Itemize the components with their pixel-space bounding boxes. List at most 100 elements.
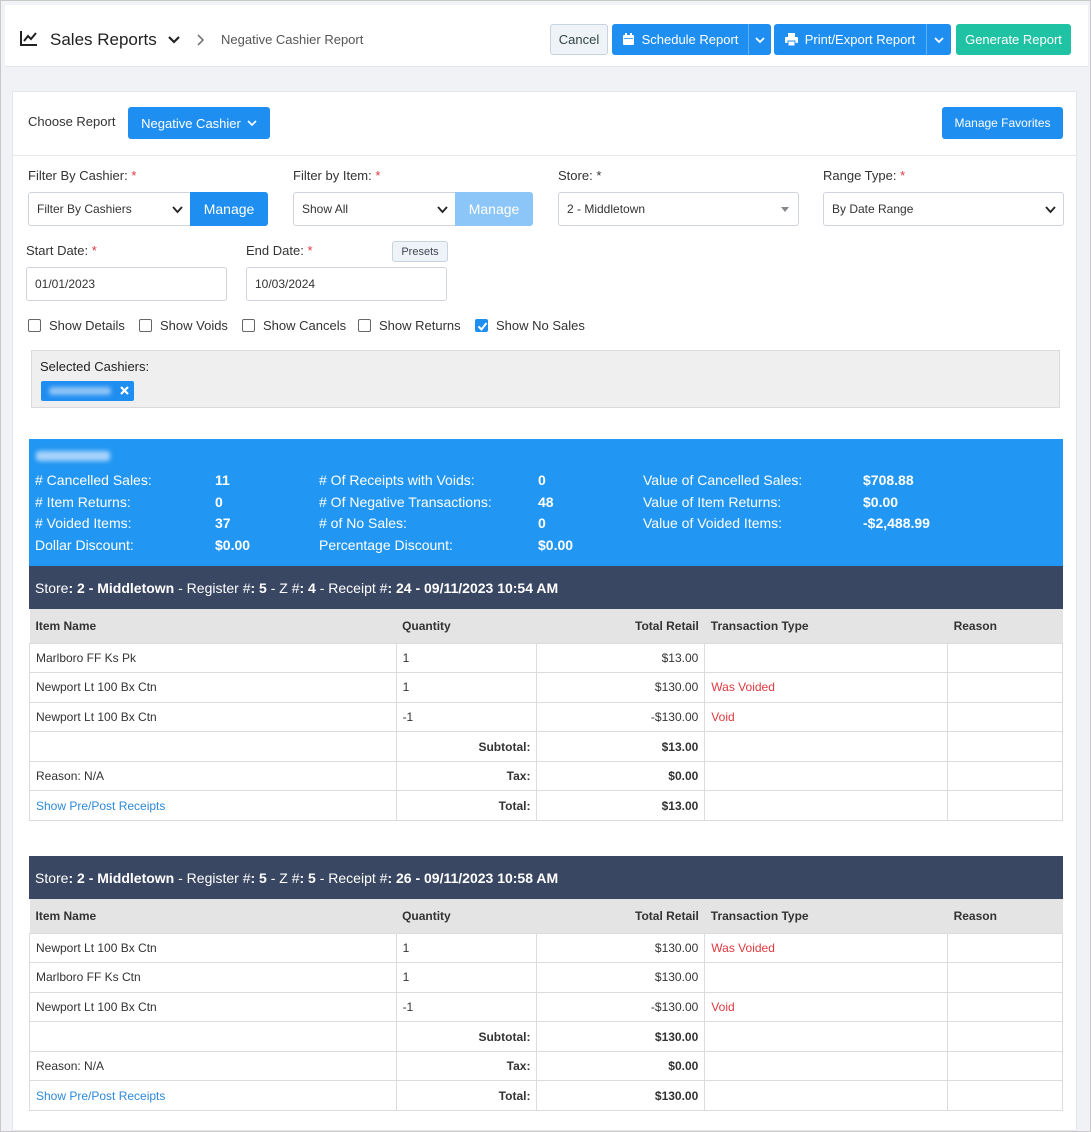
- start-date-input[interactable]: 01/01/2023: [26, 267, 227, 301]
- subtotal-value: $130.00: [536, 1021, 706, 1052]
- chevron-down-icon: [437, 206, 448, 214]
- cell-empty: [947, 1021, 1063, 1052]
- summary-value: $0.00: [215, 537, 250, 553]
- checkbox-label: Show Cancels: [263, 318, 347, 333]
- range-type-select[interactable]: By Date Range: [823, 192, 1064, 226]
- selected-cashiers-label: Selected Cashiers:: [40, 359, 150, 374]
- manage-favorites-button[interactable]: Manage Favorites: [942, 107, 1063, 139]
- required-marker: *: [375, 168, 381, 183]
- summary-value-text: 37: [215, 515, 231, 531]
- cell-empty: [947, 760, 1063, 792]
- cell-qty: 1: [395, 672, 538, 703]
- summary-value-text: 0: [538, 515, 546, 531]
- z-prefix: - Z #: [266, 869, 300, 886]
- range-type-label-text: Range Type:: [823, 168, 897, 183]
- cashier-filter-select[interactable]: Filter By Cashiers: [28, 192, 191, 226]
- store-value: : 2 - Middletown: [68, 579, 175, 596]
- summary-label: # Of Negative Transactions:: [319, 494, 492, 510]
- summary-label: # Cancelled Sales:: [35, 472, 152, 488]
- col-header-qty: Quantity: [396, 899, 537, 933]
- show-no-sales-checkbox[interactable]: Show No Sales: [475, 318, 585, 333]
- chevron-down-icon: [934, 36, 944, 43]
- cell-empty: [29, 731, 397, 762]
- cell-empty: [704, 1021, 949, 1052]
- show-voids-checkbox[interactable]: Show Voids: [139, 318, 228, 333]
- cell-empty: [29, 1021, 397, 1052]
- end-date-input[interactable]: 10/03/2024: [246, 267, 447, 301]
- close-icon[interactable]: [118, 383, 131, 397]
- presets-button[interactable]: Presets: [392, 241, 448, 262]
- summary-value-text: $0.00: [538, 537, 574, 553]
- summary-value: 48: [538, 494, 554, 510]
- tax-value: $0.00: [536, 1050, 706, 1082]
- store-prefix: Store: [35, 579, 69, 596]
- cashier-summary: # Cancelled Sales: 11 # Item Returns: 0 …: [29, 439, 1063, 566]
- checkbox-label: Show Voids: [160, 318, 228, 333]
- filter-item-label-text: Filter by Item:: [293, 168, 372, 183]
- summary-value: $0.00: [538, 537, 573, 553]
- item-filter-select[interactable]: Show All: [293, 192, 456, 226]
- manage-items-button[interactable]: Manage: [455, 192, 533, 226]
- generate-report-button[interactable]: Generate Report: [956, 24, 1071, 55]
- summary-label: # of No Sales:: [319, 515, 407, 531]
- cell-empty: [947, 1080, 1063, 1112]
- cell-reason: [947, 962, 1063, 993]
- cell-type: Void: [704, 701, 949, 733]
- col-header-reason: Reason: [947, 899, 1063, 933]
- checkbox-label: Show Returns: [379, 318, 461, 333]
- manage-cashiers-button[interactable]: Manage: [190, 192, 268, 226]
- store-select[interactable]: 2 - Middletown: [558, 192, 799, 226]
- reason-cell: Reason: N/A: [29, 760, 397, 792]
- col-header-retail: Total Retail: [536, 899, 705, 933]
- checkbox-box[interactable]: [242, 319, 255, 332]
- breadcrumb: Negative Cashier Report: [221, 32, 364, 47]
- table-row: Newport Lt 100 Bx Ctn 1 $130.00 Was Void…: [29, 932, 1063, 964]
- summary-value-text: $0.00: [863, 494, 899, 510]
- receipt-header: Store: 2 - Middletown - Register #: 5 - …: [29, 566, 1063, 609]
- table-row: Newport Lt 100 Bx Ctn -1 -$130.00 Void: [29, 701, 1063, 733]
- caret-down-icon: [781, 207, 789, 212]
- chevron-down-icon: [172, 206, 183, 214]
- chevron-down-icon[interactable]: [167, 33, 181, 47]
- show-details-checkbox[interactable]: Show Details: [28, 318, 125, 333]
- summary-value: $708.88: [863, 472, 914, 488]
- summary-label: Value of Item Returns:: [643, 494, 782, 510]
- store-label: Store: *: [558, 168, 601, 183]
- cell-empty: [704, 731, 949, 762]
- choose-report-dropdown[interactable]: Negative Cashier: [128, 107, 270, 139]
- receipt-table: Item Name Quantity Total Retail Transact…: [29, 899, 1063, 1112]
- page-title[interactable]: Sales Reports: [50, 30, 157, 49]
- show-pre-post-receipts-link[interactable]: Show Pre/Post Receipts: [29, 790, 397, 822]
- summary-value: 0: [538, 515, 546, 531]
- cashier-filter-value: Filter By Cashiers: [37, 202, 132, 216]
- show-cancels-checkbox[interactable]: Show Cancels: [242, 318, 346, 333]
- summary-value-text: $0.00: [215, 537, 251, 553]
- checkbox-box[interactable]: [358, 319, 371, 332]
- print-export-button[interactable]: Print/Export Report: [774, 24, 926, 55]
- summary-label: Value of Cancelled Sales:: [643, 472, 803, 488]
- end-date-label-text: End Date:: [246, 243, 304, 258]
- summary-value-text: 48: [538, 494, 554, 510]
- checkbox-box[interactable]: [139, 319, 152, 332]
- chevron-down-icon: [1045, 206, 1056, 214]
- checkbox-box[interactable]: [475, 319, 488, 332]
- show-returns-checkbox[interactable]: Show Returns: [358, 318, 461, 333]
- cell-qty: 1: [395, 932, 538, 964]
- z-value: : 4: [299, 579, 316, 596]
- receipt-prefix: - Receipt #: [315, 869, 388, 886]
- checkbox-box[interactable]: [28, 319, 41, 332]
- schedule-report-button[interactable]: Schedule Report: [612, 24, 748, 55]
- cell-qty: -1: [395, 701, 538, 733]
- filter-item-label: Filter by Item: *: [293, 168, 380, 183]
- cell-item: Newport Lt 100 Bx Ctn: [29, 991, 397, 1023]
- reason-label: Reason:: [36, 1059, 81, 1074]
- summary-label: Dollar Discount:: [35, 537, 134, 553]
- table-header-row: Item Name Quantity Total Retail Transact…: [29, 609, 1063, 643]
- schedule-report-dropdown[interactable]: [748, 24, 771, 55]
- show-pre-post-receipts-link[interactable]: Show Pre/Post Receipts: [29, 1080, 397, 1112]
- range-type-value: By Date Range: [832, 202, 914, 216]
- cell-item: Newport Lt 100 Bx Ctn: [29, 701, 397, 733]
- print-export-dropdown[interactable]: [926, 24, 951, 55]
- cell-type: Was Voided: [704, 932, 949, 964]
- cancel-button[interactable]: Cancel: [550, 24, 608, 55]
